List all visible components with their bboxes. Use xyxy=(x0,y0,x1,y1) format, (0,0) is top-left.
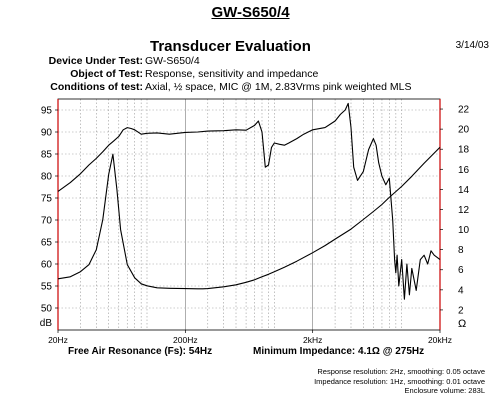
y-left-tick-label: 55 xyxy=(41,282,53,293)
plot-frame xyxy=(57,98,441,331)
y-right-tick-label: 8 xyxy=(458,245,464,256)
note-impedance-resolution: Impedance resolution: 1Hz, smoothing: 0.… xyxy=(314,376,485,386)
y-left-tick-label: 60 xyxy=(41,260,53,271)
y-left-tick-label: 65 xyxy=(41,238,53,249)
page-title: Transducer Evaluation xyxy=(150,38,311,55)
document-title: GW-S650/4 xyxy=(211,4,290,21)
y-left-tick-label: 80 xyxy=(41,172,53,183)
y-right-tick-label: 18 xyxy=(458,145,470,156)
y-right-tick-label: 20 xyxy=(458,125,470,136)
y-left-unit: dB xyxy=(40,318,53,329)
conditions-value: Axial, ½ space, MIC @ 1M, 2.83Vrms pink … xyxy=(145,81,412,93)
info-row-object: Object of Test: Response, sensitivity an… xyxy=(0,68,501,81)
y-right-tick-label: 22 xyxy=(458,105,470,116)
y-left-tick-label: 75 xyxy=(41,194,53,205)
object-value: Response, sensitivity and impedance xyxy=(145,68,319,80)
y-left-tick-label: 70 xyxy=(41,216,53,227)
note-enclosure-volume: Enclosure volume: 283L xyxy=(404,386,485,395)
test-info: Device Under Test: GW-S650/4 Object of T… xyxy=(0,55,501,94)
measurement-notes: Response resolution: 2Hz, smoothing: 0.0… xyxy=(314,367,485,396)
response-curve xyxy=(57,102,441,300)
info-row-conditions: Conditions of test: Axial, ½ space, MIC … xyxy=(0,81,501,94)
min-impedance-readout: Minimum Impedance: 4.1Ω @ 275Hz xyxy=(253,346,425,357)
y-right-tick-label: 6 xyxy=(458,265,464,276)
x-tick-label: 20kHz xyxy=(428,335,452,345)
conditions-label: Conditions of test: xyxy=(50,81,143,93)
note-response-resolution: Response resolution: 2Hz, smoothing: 0.0… xyxy=(317,367,485,376)
y-left-tick-label: 85 xyxy=(41,150,53,161)
x-tick-label: 200Hz xyxy=(173,335,198,345)
resonance-readout: Free Air Resonance (Fs): 54Hz xyxy=(68,346,213,357)
y-left-tick-label: 50 xyxy=(41,304,53,315)
y-right-tick-label: 10 xyxy=(458,225,470,236)
y-right-tick-label: 2 xyxy=(458,305,464,316)
y-left-tick-label: 95 xyxy=(41,106,53,117)
y-right-tick-label: 4 xyxy=(458,285,464,296)
object-label: Object of Test: xyxy=(70,68,143,80)
y-left-tick-label: 90 xyxy=(41,128,53,139)
test-date: 3/14/03 xyxy=(455,40,489,51)
y-right-tick-label: 14 xyxy=(458,185,470,196)
x-tick-label: 2kHz xyxy=(303,335,322,345)
info-row-device: Device Under Test: GW-S650/4 xyxy=(0,55,501,68)
device-value: GW-S650/4 xyxy=(145,55,200,67)
y-right-unit: Ω xyxy=(458,318,466,330)
impedance-curve xyxy=(57,146,441,290)
y-right-tick-label: 16 xyxy=(458,165,470,176)
y-right-tick-label: 12 xyxy=(458,205,470,216)
device-label: Device Under Test: xyxy=(48,55,143,67)
x-tick-label: 20Hz xyxy=(48,335,68,345)
